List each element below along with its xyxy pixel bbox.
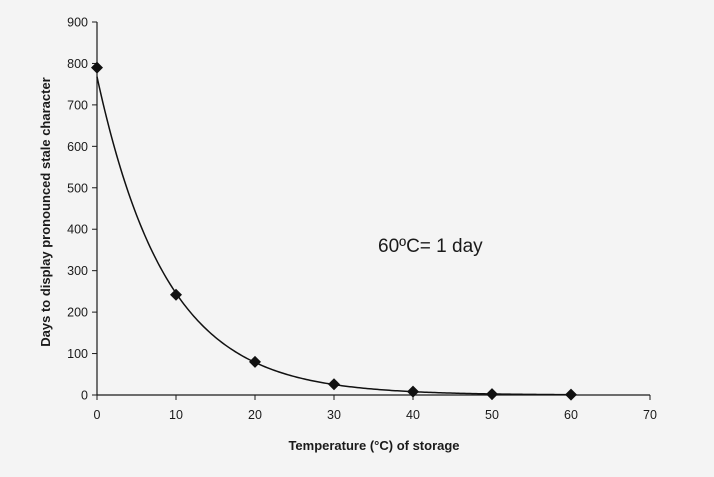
y-tick-label: 900 bbox=[67, 16, 88, 30]
data-point-diamond bbox=[249, 355, 261, 368]
x-tick-label: 70 bbox=[643, 408, 657, 422]
x-axis-title: Temperature (°C) of storage bbox=[288, 438, 459, 453]
annotation-60c: 60ºC= 1 day bbox=[378, 236, 483, 257]
y-tick-label: 800 bbox=[67, 57, 88, 71]
y-tick-label: 0 bbox=[81, 389, 88, 403]
y-tick-label: 700 bbox=[67, 98, 88, 112]
data-point-diamond bbox=[91, 61, 103, 74]
x-tick-label: 60 bbox=[564, 408, 578, 422]
x-tick-label: 40 bbox=[406, 408, 420, 422]
data-point-diamond bbox=[486, 388, 498, 401]
data-points bbox=[91, 61, 577, 401]
y-axis-title: Days to display pronounced stale charact… bbox=[38, 77, 53, 346]
y-tick-label: 400 bbox=[67, 223, 88, 237]
data-point-diamond bbox=[328, 378, 340, 391]
y-tick-label: 200 bbox=[67, 306, 88, 320]
y-tick-label: 100 bbox=[67, 347, 88, 361]
y-tick-label: 300 bbox=[67, 264, 88, 278]
tick-labels: 0 100 200 300 400 500 600 700 800 900 0 10 20 30 40 50 6… bbox=[67, 16, 657, 423]
data-point-diamond bbox=[565, 388, 577, 401]
x-tick-label: 10 bbox=[169, 408, 183, 422]
x-tick-label: 30 bbox=[327, 408, 341, 422]
x-tick-label: 20 bbox=[248, 408, 262, 422]
data-point-diamond bbox=[170, 288, 182, 301]
y-tick-label: 600 bbox=[67, 140, 88, 154]
data-point-diamond bbox=[407, 385, 419, 398]
x-tick-label: 0 bbox=[94, 408, 101, 422]
x-tick-label: 50 bbox=[485, 408, 499, 422]
y-tick-label: 500 bbox=[67, 181, 88, 195]
